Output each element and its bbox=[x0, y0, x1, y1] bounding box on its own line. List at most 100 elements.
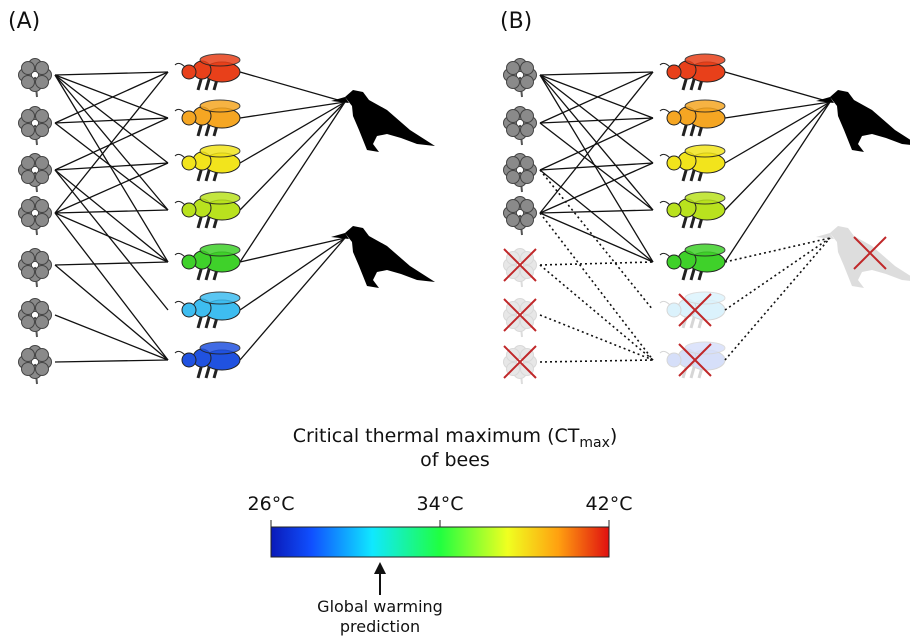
leaf bbox=[520, 109, 534, 123]
bee-antenna bbox=[659, 108, 671, 114]
interaction bbox=[239, 101, 346, 263]
bee-head bbox=[181, 352, 197, 368]
plant-stem bbox=[519, 266, 523, 288]
bee bbox=[174, 191, 241, 229]
leaf bbox=[35, 348, 49, 362]
leaf bbox=[21, 251, 35, 265]
bee-head bbox=[181, 302, 197, 318]
leaf bbox=[506, 61, 520, 75]
bird-body bbox=[331, 226, 435, 288]
colorbar-tick-label: 42°C bbox=[586, 493, 633, 515]
bee-head bbox=[181, 254, 197, 270]
leaf bbox=[35, 301, 49, 315]
leaf bbox=[520, 170, 534, 184]
interaction bbox=[539, 71, 654, 124]
interaction bbox=[539, 162, 654, 171]
bee bbox=[659, 243, 726, 281]
leaf bbox=[35, 315, 49, 329]
leaf bbox=[35, 75, 49, 89]
interaction bbox=[539, 209, 654, 214]
extinction-cross bbox=[678, 293, 712, 327]
leaf bbox=[520, 123, 534, 137]
bee-abdomen bbox=[688, 299, 726, 321]
bird-body bbox=[816, 226, 910, 288]
leaf bbox=[513, 365, 527, 379]
bee bbox=[174, 291, 241, 329]
colorbar bbox=[270, 526, 610, 558]
leaf bbox=[503, 308, 517, 322]
interaction bbox=[539, 71, 654, 214]
interaction bbox=[239, 101, 346, 164]
interaction bbox=[724, 237, 831, 361]
plant bbox=[18, 248, 52, 288]
interaction bbox=[54, 169, 169, 311]
plant bbox=[503, 58, 537, 98]
extinction-cross bbox=[503, 248, 537, 282]
leaf bbox=[523, 355, 537, 369]
leaf bbox=[513, 268, 527, 282]
bird bbox=[331, 226, 435, 288]
leaf bbox=[503, 355, 517, 369]
bee-wing bbox=[199, 144, 241, 158]
interaction bbox=[54, 71, 169, 214]
leaf bbox=[520, 199, 534, 213]
leaf bbox=[523, 258, 537, 272]
interaction bbox=[239, 101, 346, 119]
interaction bbox=[54, 74, 169, 164]
interaction bbox=[54, 314, 169, 361]
bee-wing bbox=[199, 99, 241, 113]
bee-antenna bbox=[174, 108, 186, 114]
leaf bbox=[520, 75, 534, 89]
leaf bbox=[513, 248, 527, 262]
plant bbox=[18, 153, 52, 193]
leaf bbox=[21, 123, 35, 137]
bird bbox=[816, 226, 910, 288]
leaf bbox=[35, 123, 49, 137]
leaf bbox=[21, 213, 35, 227]
network-a bbox=[18, 53, 435, 385]
interaction bbox=[539, 169, 654, 263]
bee bbox=[174, 53, 241, 91]
annotation: prediction bbox=[340, 617, 420, 636]
interaction bbox=[539, 264, 654, 361]
leaf bbox=[21, 315, 35, 329]
bee-antenna bbox=[659, 300, 671, 306]
plant bbox=[18, 196, 52, 236]
bee-wing bbox=[199, 291, 241, 305]
plant bbox=[503, 196, 537, 236]
leaf bbox=[35, 199, 49, 213]
bee bbox=[659, 191, 726, 229]
interaction bbox=[54, 162, 169, 214]
interaction bbox=[724, 237, 831, 263]
interaction bbox=[239, 101, 346, 211]
colorbar-tick-label: 26°C bbox=[248, 493, 295, 515]
interaction bbox=[724, 101, 831, 211]
bee-leg bbox=[689, 363, 697, 379]
arrow-head bbox=[374, 562, 386, 574]
bee-wing bbox=[199, 341, 241, 355]
interaction bbox=[54, 209, 169, 214]
interaction bbox=[724, 101, 831, 164]
interaction bbox=[539, 261, 654, 266]
bee-wing bbox=[684, 243, 726, 257]
leaf bbox=[523, 308, 537, 322]
annotation: Global warming bbox=[317, 597, 443, 616]
bee-wing bbox=[684, 341, 726, 355]
leaf bbox=[21, 362, 35, 376]
leaf bbox=[513, 345, 527, 359]
interaction bbox=[724, 101, 831, 263]
interaction bbox=[54, 162, 169, 171]
interaction bbox=[54, 117, 169, 171]
interaction bbox=[54, 264, 169, 361]
interaction bbox=[539, 359, 654, 363]
bee bbox=[174, 144, 241, 182]
network-b bbox=[503, 53, 910, 385]
bee-head bbox=[666, 202, 682, 218]
bee-wing bbox=[684, 191, 726, 205]
plant bbox=[18, 298, 52, 338]
leaf bbox=[520, 61, 534, 75]
leaf bbox=[21, 170, 35, 184]
leaf bbox=[520, 213, 534, 227]
bee-wing bbox=[684, 291, 726, 305]
